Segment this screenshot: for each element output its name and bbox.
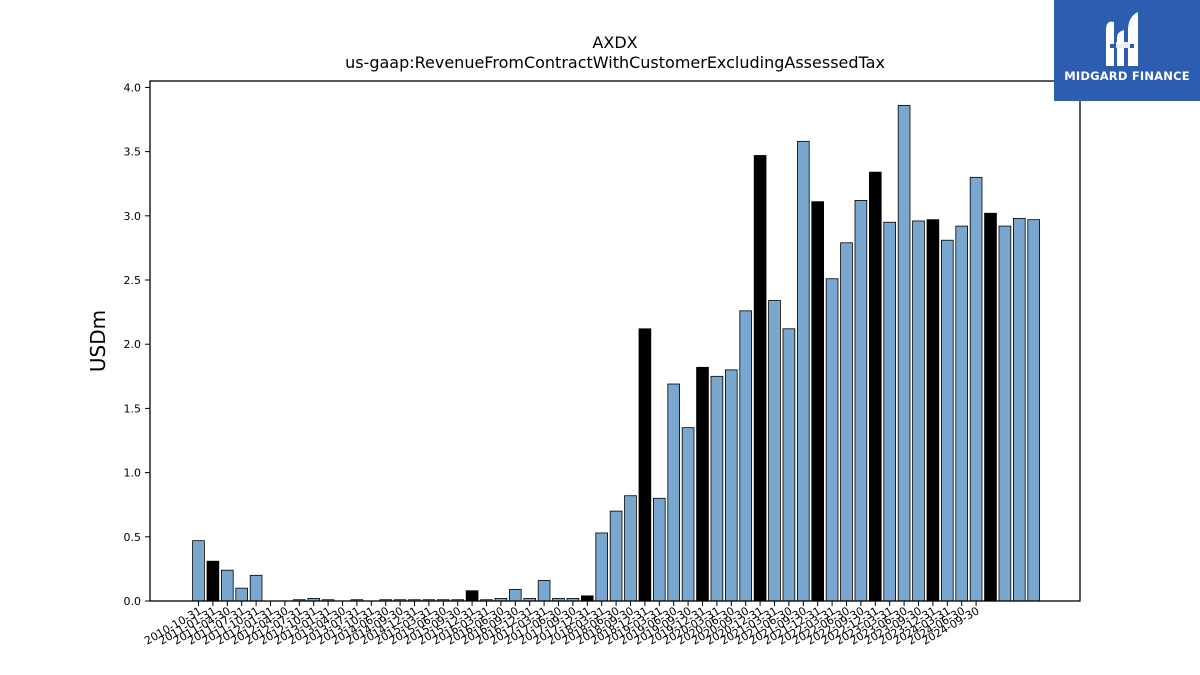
bar-2022-09-30 xyxy=(854,200,868,602)
brand-name: MIDGARD FINANCE xyxy=(1064,69,1190,83)
bar-2011-10-31 xyxy=(249,574,263,602)
bar-2011-04-30 xyxy=(220,569,234,602)
bar-2022-03-31 xyxy=(825,278,839,602)
bar-2024-06-30 xyxy=(955,225,968,602)
y-axis-ticks: 0.0 0.5 1.0 1.5 2.0 2.5 3.0 3.5 4.0 xyxy=(124,81,150,608)
y-axis-label: USDm xyxy=(86,310,110,372)
bar-2010-10-31 xyxy=(192,540,205,602)
bar-2023-06-30 xyxy=(897,105,911,602)
y-tick-label: 4.0 xyxy=(124,81,142,94)
bar-2020-03-31 xyxy=(710,375,724,602)
bar-2011-07-31 xyxy=(235,587,249,602)
x-axis-ticks: 2010-10-312011-01-312011-04-302011-07-31… xyxy=(142,601,982,648)
bar-2023-12-31 xyxy=(926,219,940,602)
y-tick-label: 3.0 xyxy=(124,210,142,223)
bar-2025-03-31 xyxy=(998,225,1012,602)
chart-subtitle: us-gaap:RevenueFromContractWithCustomerE… xyxy=(345,53,885,72)
bar-2011-01-31 xyxy=(206,560,220,602)
plot-frame xyxy=(149,80,1081,602)
bar-2017-03-31 xyxy=(537,580,551,602)
bar-2019-12-31 xyxy=(696,366,709,602)
bar-2016-09-30 xyxy=(508,589,522,602)
midgard-finance-logo: MIDGARD FINANCE xyxy=(1054,0,1200,101)
bar-2018-03-31 xyxy=(595,532,608,602)
y-tick-label: 2.5 xyxy=(124,274,142,287)
bar-2018-06-30 xyxy=(609,510,623,602)
y-tick-label: 0.0 xyxy=(124,595,142,608)
bar-2024-09-30 xyxy=(969,176,983,602)
bar-2025-09-30 xyxy=(1027,219,1041,602)
chart-title: AXDX xyxy=(592,33,637,52)
bar-2017-12-31 xyxy=(581,595,594,602)
bar-2021-06-30 xyxy=(782,328,796,602)
bar-2022-06-30 xyxy=(840,242,853,602)
bar-2022-12-31 xyxy=(869,171,882,602)
y-tick-label: 3.5 xyxy=(124,146,142,159)
bar-2024-03-31 xyxy=(941,239,954,602)
midgard-logo-mark-icon xyxy=(1106,12,1138,66)
bar-2024-12-31 xyxy=(984,212,997,602)
bar-2025-06-30 xyxy=(1013,217,1026,602)
bar-2015-12-31 xyxy=(465,590,479,602)
bar-2021-03-31 xyxy=(768,300,781,602)
y-tick-label: 1.0 xyxy=(124,467,142,480)
bar-2021-09-30 xyxy=(797,140,810,602)
bar-2018-09-30 xyxy=(624,495,637,602)
y-tick-label: 2.0 xyxy=(124,338,142,351)
bar-2020-12-31 xyxy=(753,155,767,602)
bars-group xyxy=(192,105,1041,602)
y-tick-label: 0.5 xyxy=(124,531,142,544)
bar-2019-03-31 xyxy=(653,497,666,602)
bar-2020-09-30 xyxy=(739,310,752,602)
bar-2019-09-30 xyxy=(681,427,695,602)
bar-2021-12-31 xyxy=(811,201,824,602)
bar-2018-12-31 xyxy=(638,328,652,602)
bar-2023-03-31 xyxy=(883,221,896,602)
y-tick-label: 1.5 xyxy=(124,402,142,415)
bar-2020-06-30 xyxy=(725,369,738,602)
bar-2023-09-30 xyxy=(912,220,925,602)
bar-2019-06-30 xyxy=(667,383,680,602)
